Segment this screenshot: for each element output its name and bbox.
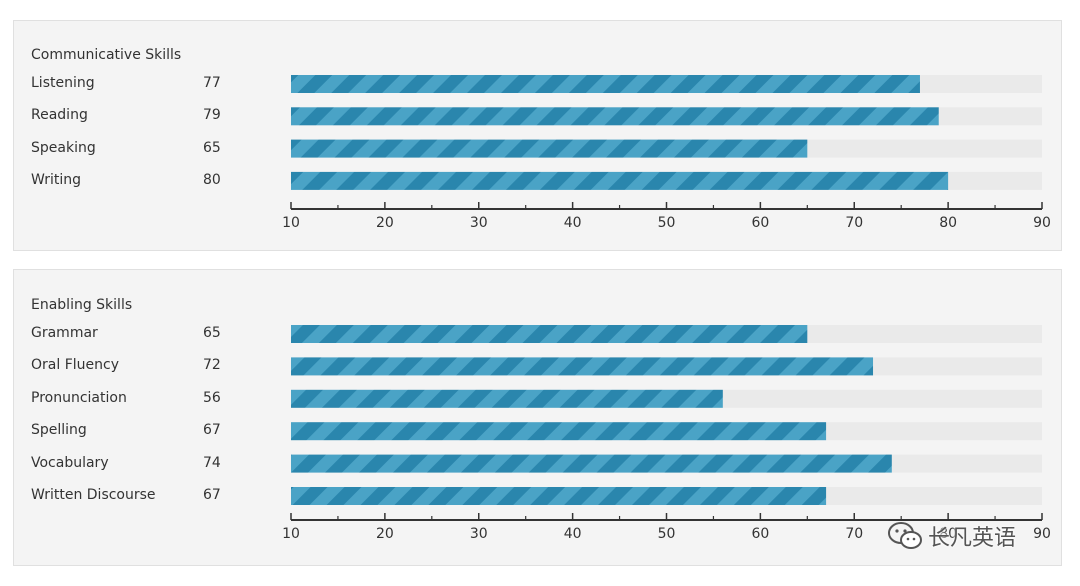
bar-reading — [291, 107, 939, 126]
chart-title: Communicative Skills — [31, 47, 182, 63]
category-label: Listening — [31, 75, 95, 91]
category-label: Speaking — [31, 139, 96, 156]
wechat-icon — [888, 522, 922, 549]
score-value: 80 — [203, 171, 221, 188]
category-label: Writing — [31, 171, 81, 188]
category-label: Vocabulary — [31, 454, 109, 471]
x-tick-label: 50 — [657, 215, 676, 231]
score-value: 56 — [203, 389, 221, 406]
communicative-skills-panel: Communicative Skills — [13, 20, 1062, 251]
bar-speaking — [291, 139, 808, 158]
x-tick-label: 50 — [657, 526, 676, 542]
x-tick-label: 40 — [563, 526, 582, 542]
score-value: 65 — [203, 139, 221, 156]
category-label: Reading — [31, 107, 88, 124]
x-tick-label: 30 — [469, 526, 488, 542]
bar-spelling — [291, 422, 827, 441]
bar-pronunciation — [291, 389, 723, 408]
category-label: Pronunciation — [31, 389, 127, 406]
score-value: 67 — [203, 487, 221, 503]
x-tick-label: 70 — [845, 215, 864, 231]
category-label: Written Discourse — [31, 487, 156, 503]
x-tick-label: 40 — [563, 215, 582, 231]
bar-writing — [291, 171, 949, 190]
score-value: 79 — [203, 107, 221, 124]
x-tick-label: 20 — [375, 526, 394, 542]
x-tick-label: 70 — [845, 526, 864, 542]
chart-title: Enabling Skills — [31, 297, 133, 313]
category-label: Oral Fluency — [31, 357, 119, 374]
score-value: 72 — [203, 357, 221, 374]
x-tick-label: 90 — [1033, 526, 1051, 542]
x-tick-label: 60 — [751, 215, 770, 231]
category-label: Grammar — [31, 325, 98, 341]
bar-vocabulary — [291, 454, 892, 473]
watermark-text: 长凡英语 — [928, 526, 1017, 551]
x-tick-label: 80 — [939, 526, 958, 542]
x-tick-label: 10 — [282, 526, 300, 542]
watermark: 长凡英语 — [888, 520, 1016, 552]
score-value: 65 — [203, 325, 221, 341]
score-value: 67 — [203, 422, 221, 439]
category-label: Spelling — [31, 422, 87, 439]
score-value: 77 — [203, 75, 221, 91]
bar-written-discourse — [291, 487, 827, 505]
bar-listening — [291, 75, 920, 93]
bar-grammar — [291, 325, 808, 343]
score-value: 74 — [203, 454, 221, 471]
bar-oral-fluency — [291, 357, 874, 376]
x-tick-label: 60 — [751, 526, 770, 542]
x-tick-label: 10 — [282, 215, 300, 231]
x-tick-label: 30 — [469, 215, 488, 231]
enabling-skills-panel: Enabling Skills — [13, 269, 1062, 566]
x-tick-label: 80 — [939, 215, 958, 231]
x-tick-label: 20 — [375, 215, 394, 231]
x-tick-label: 90 — [1033, 215, 1051, 231]
